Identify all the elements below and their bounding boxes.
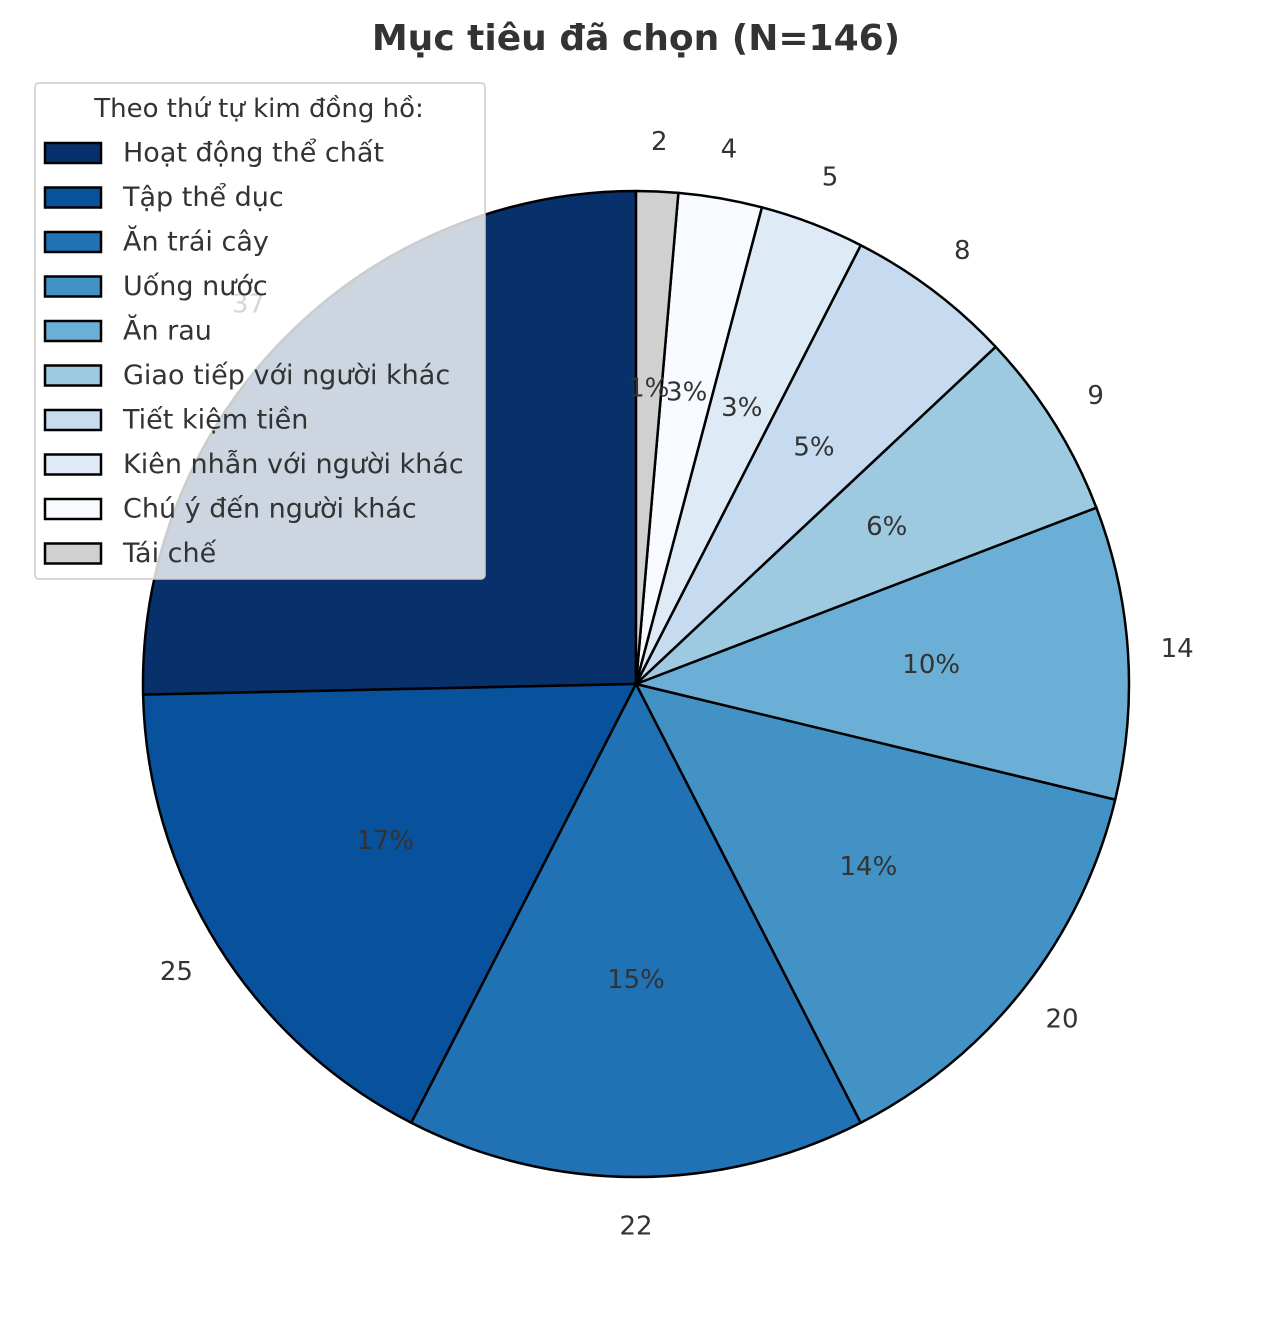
count-label: 25 [160, 957, 193, 987]
pie-slice [634, 189, 680, 686]
chart-title: Mục tiêu đã chọn (N=146) [372, 18, 900, 59]
legend-label: Chú ý đến người khác [123, 494, 417, 525]
legend-swatch [43, 364, 103, 387]
percent-label: 1% [628, 373, 669, 403]
legend-label: Hoạt động thể chất [123, 138, 384, 169]
legend-swatch [43, 319, 103, 343]
percent-label: 15% [607, 965, 665, 995]
percent-label: 5% [793, 433, 834, 463]
legend-label: Ăn trái cây [123, 225, 269, 258]
percent-label: 3% [666, 378, 707, 408]
count-label: 4 [721, 135, 738, 165]
pie-slice [634, 345, 1098, 686]
pie-slices [141, 189, 1131, 1179]
pie-slice [409, 682, 863, 1179]
legend-swatch [43, 542, 103, 565]
legend-title: Theo thứ tự kim đồng hồ: [93, 94, 424, 124]
legend-swatch [43, 186, 103, 209]
legend-label: Tập thể dục [122, 182, 284, 213]
percent-label: 10% [902, 650, 960, 680]
legend-label: Giao tiếp với người khác [123, 360, 450, 391]
percent-label: 17% [356, 826, 414, 856]
count-label: 14 [1161, 634, 1194, 664]
pie-slice [634, 682, 1117, 1125]
legend-swatch [43, 497, 103, 521]
legend-frame [34, 82, 486, 580]
pie-slice [141, 682, 638, 1125]
legend-label: Tái chế [122, 538, 217, 569]
legend-swatch [43, 141, 103, 165]
percent-label: 6% [866, 512, 907, 542]
legend-swatch [43, 230, 103, 254]
pie-slice [634, 243, 997, 686]
count-label: 5 [822, 163, 839, 193]
count-label: 22 [619, 1211, 652, 1241]
count-label: 2 [651, 127, 668, 157]
count-label: 20 [1046, 1005, 1079, 1035]
legend-swatch [43, 408, 103, 432]
legend-label: Tiết kiệm tiền [122, 405, 308, 436]
legend: Theo thứ tự kim đồng hồ: Hoạt động thể c… [34, 82, 486, 580]
percent-label: 14% [839, 852, 897, 882]
count-label: 8 [954, 236, 971, 266]
pie-slice [634, 506, 1131, 801]
legend-swatch [43, 453, 103, 476]
percent-labels: 17%15%14%10%6%5%3%3%1% [356, 373, 960, 994]
legend-label: Uống nước [123, 271, 268, 302]
count-label: 9 [1087, 381, 1104, 411]
legend-swatch [43, 275, 103, 298]
legend-label: Ăn rau [123, 314, 212, 347]
percent-label: 3% [721, 393, 762, 423]
legend-label: Kiên nhẫn với người khác [123, 449, 464, 480]
